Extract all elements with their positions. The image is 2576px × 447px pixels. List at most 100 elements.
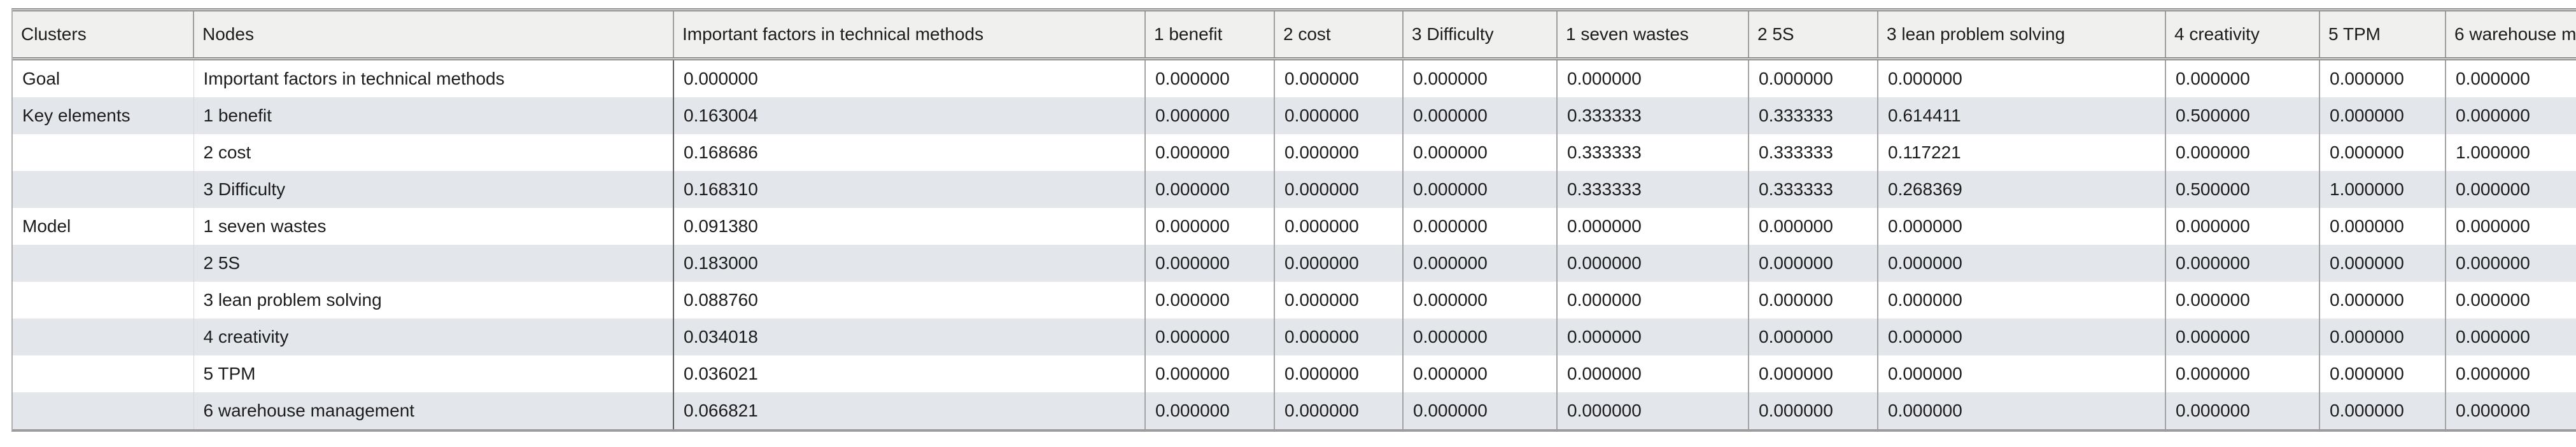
value-cell: 0.000000 (2445, 97, 2576, 134)
column-header-important-factors: Important factors in technical methods (673, 11, 1145, 60)
column-header-benefit: 1 benefit (1144, 11, 1274, 60)
column-header-5s: 2 5S (1748, 11, 1878, 60)
value-cell: 0.000000 (1144, 282, 1274, 319)
value-cell: 0.000000 (1402, 355, 1557, 392)
value-cell: 0.268369 (1877, 171, 2165, 208)
value-cell: 0.000000 (1402, 208, 1557, 245)
value-cell: 0.000000 (1274, 171, 1403, 208)
node-cell: 4 creativity (193, 319, 673, 355)
table-row: Key elements 1 benefit 0.163004 0.000000 0… (13, 97, 2576, 134)
table-row: 4 creativity 0.034018 0.000000 0.000000 0.0… (13, 319, 2576, 355)
matrix-table-body: Goal Important factors in technical meth… (13, 58, 2576, 429)
cluster-cell: Model (22, 216, 71, 236)
cluster-cell (13, 245, 194, 282)
value-cell: 0.000000 (2165, 58, 2319, 97)
node-cell: 5 TPM (193, 355, 673, 392)
value-cell: 0.000000 (1748, 58, 1878, 97)
value-cell: 0.000000 (2445, 282, 2576, 319)
value-cell: 0.000000 (1274, 97, 1403, 134)
value-cell: 1.000000 (2319, 171, 2446, 208)
value-cell: 0.091380 (673, 208, 1145, 245)
value-cell: 0.000000 (1144, 355, 1274, 392)
value-cell: 0.000000 (2319, 134, 2446, 171)
value-cell: 0.000000 (1556, 58, 1749, 97)
value-cell: 0.333333 (1556, 134, 1749, 171)
node-cell: 1 seven wastes (193, 208, 673, 245)
value-cell: 0.000000 (1877, 319, 2165, 355)
value-cell: 0.036021 (673, 355, 1145, 392)
value-cell: 0.000000 (1748, 355, 1878, 392)
value-cell: 0.000000 (1748, 245, 1878, 282)
value-cell: 0.000000 (1274, 319, 1403, 355)
node-cell: 1 benefit (193, 97, 673, 134)
value-cell: 0.000000 (1556, 282, 1749, 319)
value-cell: 0.500000 (2165, 171, 2319, 208)
value-cell: 0.000000 (1274, 392, 1403, 429)
node-cell: Important factors in technical methods (193, 58, 673, 97)
value-cell: 0.000000 (2319, 97, 2446, 134)
table-row: 2 cost 0.168686 0.000000 0.000000 0.000000 0… (13, 134, 2576, 171)
value-cell: 0.000000 (1274, 208, 1403, 245)
value-cell: 0.000000 (2445, 171, 2576, 208)
value-cell: 0.000000 (2445, 355, 2576, 392)
header-row: Clusters Nodes Important factors in tech… (13, 11, 2576, 60)
column-header-lean-problem-solving: 3 lean problem solving (1877, 11, 2165, 60)
node-cell: 6 warehouse management (193, 392, 673, 429)
table-row: Model 1 seven wastes 0.091380 0.000000 0.0… (13, 208, 2576, 245)
value-cell: 0.034018 (673, 319, 1145, 355)
value-cell: 0.000000 (1877, 208, 2165, 245)
value-cell: 0.000000 (1402, 171, 1557, 208)
value-cell: 0.500000 (2165, 97, 2319, 134)
value-cell: 0.000000 (2165, 134, 2319, 171)
column-header-seven-wastes: 1 seven wastes (1556, 11, 1749, 60)
cluster-cell (13, 392, 194, 429)
value-cell: 0.000000 (1556, 245, 1749, 282)
value-cell: 0.000000 (1274, 355, 1403, 392)
value-cell: 0.000000 (2319, 58, 2446, 97)
value-cell: 1.000000 (2445, 134, 2576, 171)
node-cell: 3 lean problem solving (193, 282, 673, 319)
value-cell: 0.000000 (1402, 134, 1557, 171)
table-row: 3 lean problem solving 0.088760 0.000000 0… (13, 282, 2576, 319)
value-cell: 0.000000 (1877, 355, 2165, 392)
value-cell: 0.000000 (2319, 208, 2446, 245)
value-cell: 0.000000 (1877, 282, 2165, 319)
cluster-cell (13, 171, 194, 208)
value-cell: 0.000000 (1402, 58, 1557, 97)
cluster-cell (13, 355, 194, 392)
value-cell: 0.000000 (1877, 58, 2165, 97)
value-cell: 0.333333 (1748, 97, 1878, 134)
value-cell: 0.000000 (1748, 319, 1878, 355)
value-cell: 0.000000 (2165, 245, 2319, 282)
cluster-cell (13, 134, 194, 171)
column-header-difficulty: 3 Difficulty (1402, 11, 1557, 60)
value-cell: 0.000000 (1402, 282, 1557, 319)
cluster-cell: Goal (22, 69, 60, 88)
value-cell: 0.000000 (2319, 282, 2446, 319)
cluster-cell (13, 282, 194, 319)
node-cell: 3 Difficulty (193, 171, 673, 208)
value-cell: 0.000000 (1144, 208, 1274, 245)
cluster-cell: Key elements (22, 106, 130, 125)
value-cell: 0.000000 (2319, 392, 2446, 429)
column-header-tpm: 5 TPM (2319, 11, 2446, 60)
value-cell: 0.000000 (2445, 392, 2576, 429)
cluster-matrix-table: Clusters Nodes Important factors in tech… (13, 11, 2576, 429)
value-cell: 0.000000 (1402, 392, 1557, 429)
value-cell: 0.000000 (2445, 58, 2576, 97)
value-cell: 0.000000 (2445, 245, 2576, 282)
value-cell: 0.333333 (1556, 97, 1749, 134)
value-cell: 0.000000 (1748, 208, 1878, 245)
value-cell: 0.000000 (1556, 355, 1749, 392)
table-row: 6 warehouse management 0.066821 0.000000 0… (13, 392, 2576, 429)
value-cell: 0.000000 (2319, 319, 2446, 355)
value-cell: 0.000000 (1402, 319, 1557, 355)
column-header-creativity: 4 creativity (2165, 11, 2319, 60)
value-cell: 0.000000 (1144, 134, 1274, 171)
value-cell: 0.000000 (1274, 282, 1403, 319)
table-row: Goal Important factors in technical meth… (13, 58, 2576, 97)
value-cell: 0.183000 (673, 245, 1145, 282)
value-cell: 0.333333 (1748, 171, 1878, 208)
value-cell: 0.000000 (1748, 282, 1878, 319)
value-cell: 0.000000 (1877, 392, 2165, 429)
